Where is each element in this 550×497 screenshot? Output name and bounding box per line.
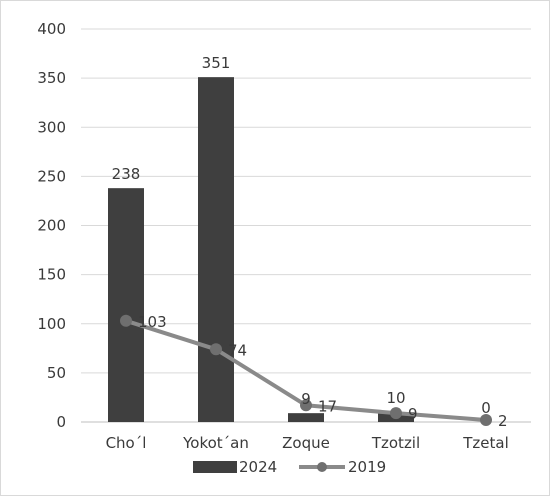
x-category-label: Zoque [282,434,330,452]
data-label-2019: 2 [498,412,508,430]
x-axis-labels: Cho´l Yokot´an Zoque Tzotzil Tzetal [106,434,509,452]
legend-label-2024: 2024 [239,458,277,476]
bar-2024 [108,188,144,422]
y-tick-label: 50 [47,364,66,382]
legend: 2024 2019 [193,458,386,476]
y-tick-label: 400 [37,20,66,38]
line-point-2019 [120,314,132,327]
data-label-2024: 0 [481,399,491,417]
line-point-2019 [210,343,222,356]
line-point-2019 [480,414,492,427]
legend-label-2019: 2019 [348,458,386,476]
y-tick-label: 0 [56,413,66,431]
data-label-2024: 9 [301,390,311,408]
y-tick-label: 150 [37,266,66,284]
y-tick-label: 250 [37,167,66,185]
y-axis-ticks: 0 50 100 150 200 250 300 350 400 [37,20,66,431]
x-category-label: Tzetal [462,434,509,452]
line-point-2019 [300,399,312,412]
gridlines [81,28,531,423]
bar-2024 [288,413,324,422]
legend-swatch-2024 [193,461,237,473]
x-category-label: Yokot´an [182,434,249,452]
x-category-label: Tzotzil [371,434,420,452]
data-label-2019: 9 [408,405,418,423]
data-label-2024: 238 [112,165,141,183]
data-label-2019: 17 [318,397,337,415]
legend-swatch-2019-marker [317,462,327,472]
line-series-2019 [120,314,492,427]
y-tick-label: 200 [37,217,66,235]
y-tick-label: 350 [37,69,66,87]
bar-2024 [198,77,234,422]
data-label-2019: 74 [228,341,247,359]
y-tick-label: 100 [37,315,66,333]
data-label-2019: 103 [138,313,167,331]
data-label-2024: 10 [386,389,405,407]
data-label-2024: 351 [202,54,231,72]
bar-series-2024 [108,77,414,422]
line-point-2019 [390,407,402,420]
y-tick-label: 300 [37,118,66,136]
x-category-label: Cho´l [106,434,147,452]
